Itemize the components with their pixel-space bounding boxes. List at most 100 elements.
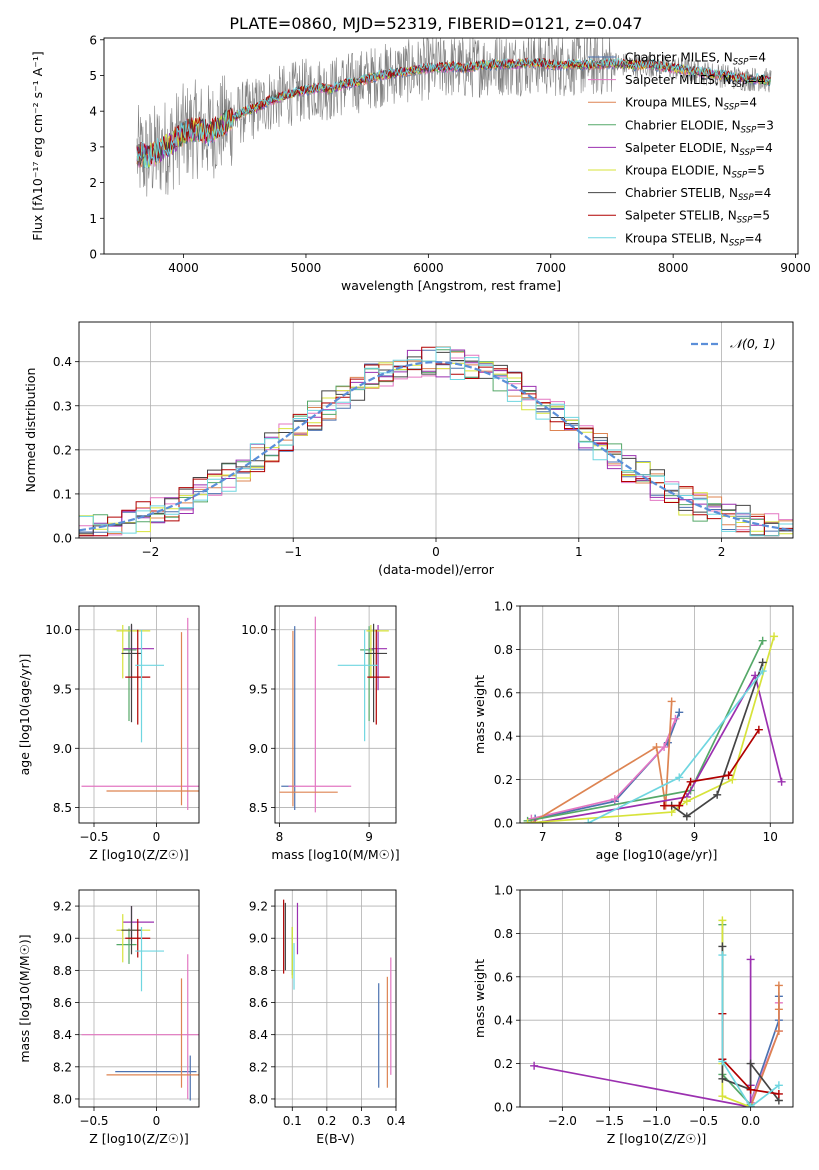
x-axis-label: (data-model)/error <box>378 562 495 577</box>
plot-area <box>81 906 199 1101</box>
y-tick-label: 3 <box>89 140 97 154</box>
data-point <box>770 632 779 641</box>
data-point <box>724 771 733 780</box>
mass-weight-line <box>530 701 673 823</box>
y-tick-label: 10.0 <box>45 623 72 637</box>
y-tick-label: 0.3 <box>53 399 72 413</box>
model-spectrum <box>136 57 771 169</box>
data-point <box>774 1005 783 1014</box>
y-tick-label: 0.8 <box>494 927 513 941</box>
x-tick-label: 7000 <box>535 261 566 275</box>
y-axis-label: age [log10(age/yr)] <box>17 654 32 776</box>
figure-title: PLATE=0860, MJD=52319, FIBERID=0121, z=0… <box>229 14 642 33</box>
data-point <box>718 1092 727 1101</box>
y-tick-label: 0.8 <box>494 643 513 657</box>
x-tick-label: 6000 <box>413 261 444 275</box>
data-point <box>652 743 661 752</box>
plot-area <box>81 617 199 810</box>
data-point <box>584 819 593 823</box>
x-tick-label: 0 <box>153 830 161 844</box>
legend-label: Salpeter ELODIE, NSSP=4 <box>625 141 773 158</box>
legend-label: Kroupa STELIB, NSSP=4 <box>625 231 762 248</box>
data-point <box>660 743 669 752</box>
y-tick-label: 9.0 <box>249 742 268 756</box>
data-point <box>758 636 767 645</box>
data-point <box>671 714 680 723</box>
data-point <box>675 708 684 717</box>
y-tick-label: 8.8 <box>249 964 268 978</box>
x-axis-label: Z [log10(Z/Z☉)] <box>607 1131 707 1146</box>
data-point <box>660 801 669 810</box>
y-tick-label: 0.0 <box>494 1101 513 1115</box>
data-point <box>530 1061 539 1070</box>
y-tick-label: 0.1 <box>53 487 72 501</box>
axes-frame <box>78 889 200 1108</box>
x-tick-label: 10 <box>763 830 778 844</box>
x-tick-label: 7 <box>539 830 547 844</box>
x-tick-label: 0.4 <box>386 1114 405 1128</box>
x-tick-label: 0.0 <box>741 1114 760 1128</box>
data-point <box>774 1027 783 1036</box>
x-tick-label: 0.3 <box>352 1114 371 1128</box>
data-point <box>718 1057 727 1066</box>
y-tick-label: 0.2 <box>494 1057 513 1071</box>
x-tick-label: 4000 <box>168 261 199 275</box>
legend-label: Salpeter STELIB, NSSP=5 <box>625 209 770 226</box>
y-tick-label: 0.0 <box>53 532 72 546</box>
mass-weight-line <box>749 985 780 1107</box>
x-axis-label: wavelength [Angstrom, rest frame] <box>341 278 561 293</box>
y-tick-label: 8.4 <box>249 1028 268 1042</box>
x-tick-label: −0.5 <box>79 1114 108 1128</box>
y-tick-label: 0.4 <box>53 355 72 369</box>
y-tick-label: 9.0 <box>249 932 268 946</box>
y-tick-label: 4 <box>89 105 97 119</box>
x-tick-label: 0.2 <box>317 1114 336 1128</box>
legend-label: Chabrier STELIB, NSSP=4 <box>625 186 771 203</box>
y-axis-label: mass [log10(M/M☉)] <box>17 934 32 1062</box>
x-tick-label: 2 <box>718 545 726 559</box>
y-tick-label: 0.6 <box>494 686 513 700</box>
y-tick-label: 6 <box>89 33 97 47</box>
y-tick-label: 9.0 <box>53 932 72 946</box>
plot-area <box>283 899 392 1088</box>
x-tick-label: −2 <box>142 545 160 559</box>
y-tick-label: 9.5 <box>53 683 72 697</box>
panel-1: 4000 5000 6000 7000 8000 9000 0 1 2 3 4 5 6 wavelengt… <box>30 33 811 293</box>
x-tick-label: 0 <box>153 1114 161 1128</box>
x-tick-label: −0.5 <box>689 1114 718 1128</box>
y-tick-label: 8.5 <box>249 801 268 815</box>
x-tick-label: −2.0 <box>548 1114 577 1128</box>
plot-area <box>523 632 786 823</box>
legend-label: Salpeter MILES, NSSP=4 <box>625 73 765 90</box>
y-tick-label: 8.4 <box>53 1028 72 1042</box>
axes-frame <box>274 889 397 1108</box>
axes-frame <box>274 605 397 824</box>
panel-5: 7 8 9 10 0.0 0.2 0.4 0.6 0.8 1.0 age [log10(age/yr… <box>472 600 794 862</box>
x-axis-label: E(B-V) <box>316 1131 355 1146</box>
x-tick-label: −1 <box>284 545 302 559</box>
x-tick-label: 8 <box>615 830 623 844</box>
x-tick-label: 0.1 <box>283 1114 302 1128</box>
legend-label: Kroupa ELODIE, NSSP=5 <box>625 164 765 181</box>
plot-area <box>136 38 772 197</box>
data-point <box>523 819 532 823</box>
data-point <box>746 1085 755 1094</box>
x-tick-label: 9000 <box>780 261 811 275</box>
y-tick-label: 0.2 <box>494 773 513 787</box>
legend: Chabrier MILES, NSSP=4 Salpeter MILES, NS… <box>588 51 774 248</box>
y-tick-label: 1.0 <box>494 600 513 614</box>
data-point <box>682 812 691 821</box>
data-point <box>686 777 695 786</box>
x-tick-label: −1.5 <box>595 1114 624 1128</box>
data-point <box>675 773 684 782</box>
data-point <box>675 801 684 810</box>
y-tick-label: 8.0 <box>53 1092 72 1106</box>
axes-frame <box>519 889 794 1108</box>
y-tick-label: 0.6 <box>494 970 513 984</box>
axes-frame <box>519 605 794 824</box>
x-axis-label: mass [log10(M/M☉)] <box>271 847 399 862</box>
data-point <box>746 1059 755 1068</box>
legend: 𝒩(0, 1) <box>691 336 776 351</box>
data-point <box>718 951 727 960</box>
